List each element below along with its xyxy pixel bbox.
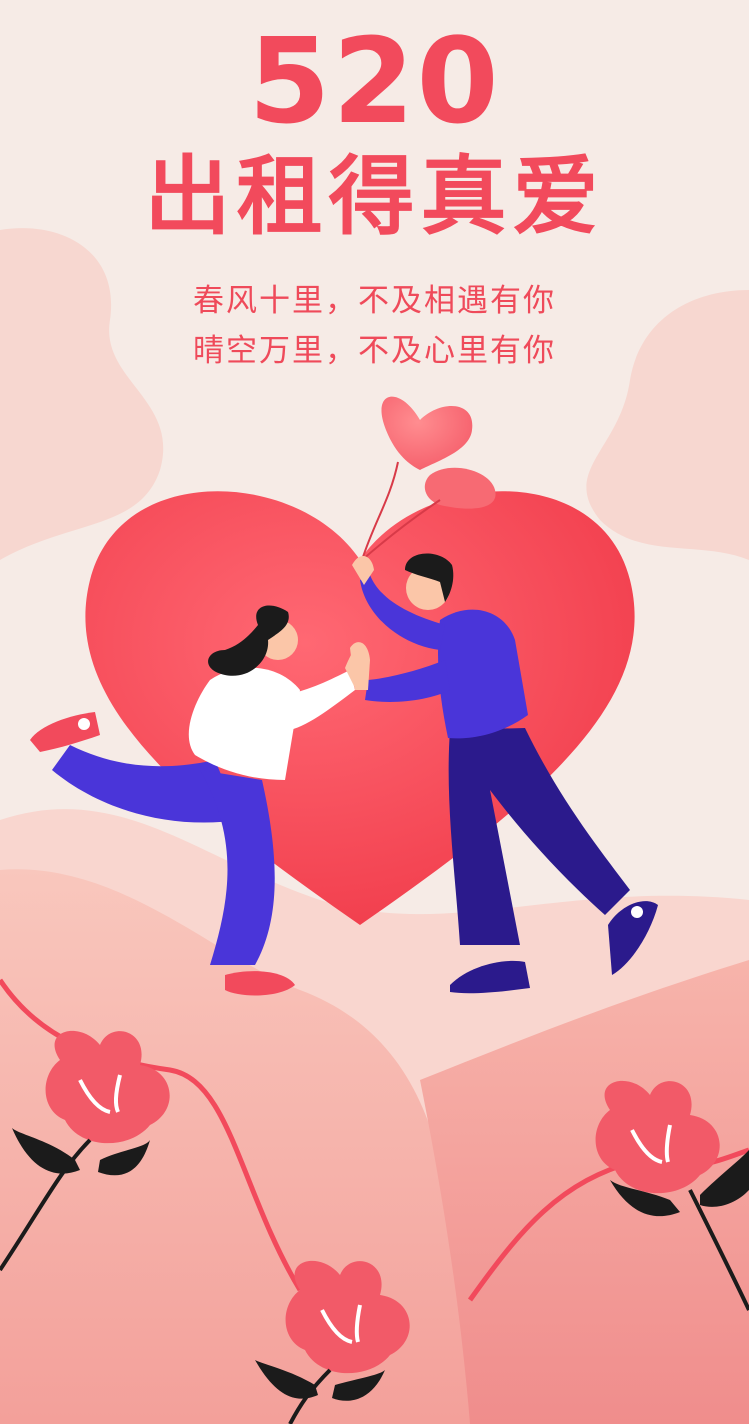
flower-icon (0, 1030, 170, 1272)
man-figure (350, 553, 658, 994)
subheadline: 出租得真爱 (144, 147, 605, 247)
flower-icon (595, 1080, 749, 1311)
heart-balloon-icon (361, 396, 496, 561)
flower-icon (255, 1260, 410, 1424)
verse-line-2: 晴空万里，不及心里有你 (193, 333, 556, 369)
headline-520: 520 (248, 12, 501, 150)
verse-line-1: 春风十里，不及相遇有你 (193, 283, 556, 319)
